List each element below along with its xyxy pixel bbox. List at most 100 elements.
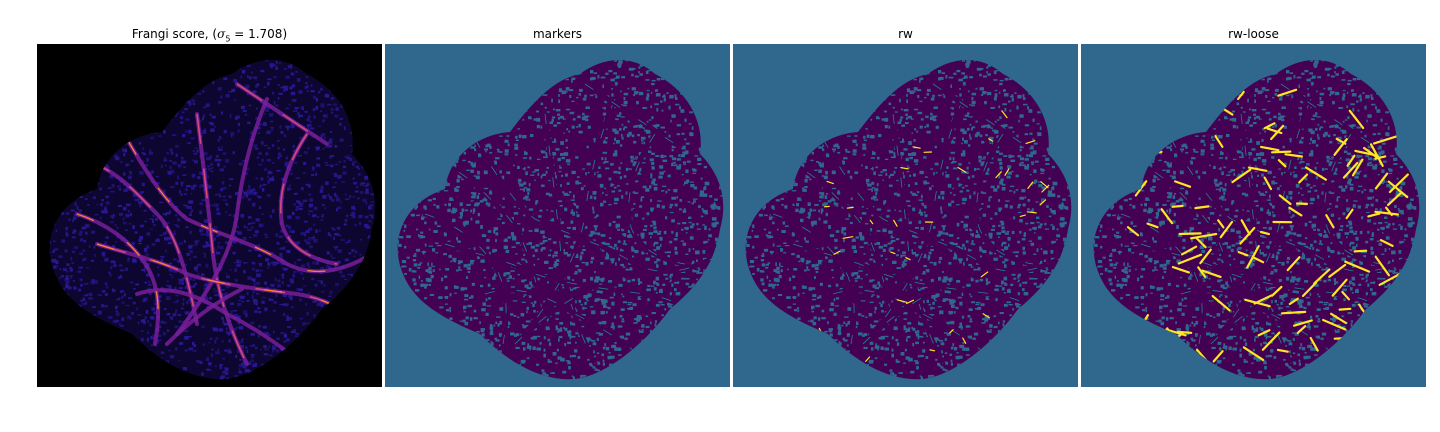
segment-mark bbox=[1257, 329, 1271, 337]
segment-mark bbox=[1178, 232, 1202, 236]
vessel-marker bbox=[584, 83, 676, 145]
vessel-marker bbox=[1240, 113, 1292, 365]
segment-mark bbox=[1271, 150, 1292, 154]
segment-mark bbox=[865, 356, 871, 362]
vessel-marker bbox=[544, 113, 596, 365]
segment-mark bbox=[1194, 205, 1210, 210]
segment-mark bbox=[957, 166, 967, 173]
segment-mark bbox=[929, 349, 936, 352]
segment-mark bbox=[980, 271, 989, 278]
segment-mark bbox=[846, 206, 854, 209]
segment-mark bbox=[1180, 245, 1198, 256]
vessel bbox=[830, 287, 996, 362]
segment-mark bbox=[1280, 310, 1307, 315]
segment-mark bbox=[1261, 331, 1281, 351]
segment-mark bbox=[1373, 135, 1398, 145]
segment-mark bbox=[1219, 220, 1234, 239]
segment-mark bbox=[869, 219, 874, 225]
segment-mark bbox=[1286, 256, 1301, 272]
vessel bbox=[75, 212, 161, 346]
segment-mark bbox=[1246, 245, 1260, 269]
segment-mark bbox=[1239, 226, 1256, 245]
segment-mark bbox=[1146, 222, 1159, 229]
segment-mark bbox=[1259, 230, 1270, 236]
segment-mark bbox=[1171, 266, 1191, 274]
segment-mark bbox=[1325, 214, 1335, 229]
segment-mark bbox=[1351, 158, 1364, 177]
segment-mark bbox=[1284, 153, 1303, 158]
segment-mark bbox=[1293, 319, 1313, 327]
segment-mark bbox=[905, 257, 911, 261]
rw-image bbox=[733, 44, 1078, 387]
segment-mark bbox=[1301, 281, 1318, 298]
segment-mark bbox=[1214, 135, 1224, 148]
vessel bbox=[135, 288, 299, 361]
segment-mark bbox=[1348, 109, 1365, 130]
sigma-symbol: σ bbox=[217, 27, 226, 41]
segment-mark bbox=[1211, 295, 1231, 312]
segment-mark bbox=[1165, 328, 1187, 337]
segment-mark bbox=[1374, 255, 1390, 277]
segment-mark bbox=[900, 166, 909, 170]
segment-mark bbox=[833, 250, 841, 255]
sigma-subscript: 5 bbox=[225, 34, 231, 44]
segment-mark bbox=[912, 146, 921, 149]
segment-mark bbox=[1253, 294, 1273, 305]
segment-mark bbox=[1387, 180, 1409, 199]
segment-mark bbox=[1271, 285, 1283, 297]
sigma-value: = 1.708) bbox=[230, 27, 288, 41]
retina-region bbox=[49, 60, 376, 380]
frangi-image-svg bbox=[37, 44, 382, 387]
panel-title-markers: markers bbox=[532, 27, 583, 41]
segment-mark bbox=[1278, 194, 1292, 206]
segment-mark bbox=[1025, 140, 1036, 145]
segment-mark bbox=[1195, 236, 1207, 249]
frangi-score-image bbox=[37, 44, 382, 387]
segment-mark bbox=[995, 171, 1002, 179]
segment-mark bbox=[1322, 318, 1347, 331]
segment-mark bbox=[1126, 226, 1140, 237]
segment-mark bbox=[988, 138, 994, 142]
segment-mark bbox=[1277, 88, 1298, 97]
vessel-marker bbox=[862, 288, 939, 345]
vessel-marker bbox=[424, 213, 507, 345]
segment-mark bbox=[1041, 184, 1050, 193]
vessel bbox=[1322, 131, 1384, 267]
vessel bbox=[626, 131, 688, 267]
segment-mark bbox=[1217, 219, 1225, 229]
segment-mark bbox=[1328, 263, 1347, 278]
segment-mark bbox=[1331, 278, 1348, 297]
segment-mark bbox=[1171, 204, 1184, 208]
segment-mark bbox=[1298, 173, 1309, 184]
vessel-marker bbox=[1280, 83, 1372, 145]
segment-mark bbox=[1263, 122, 1276, 130]
frangi-title-text: Frangi score, ( bbox=[131, 27, 218, 41]
segment-mark bbox=[890, 251, 896, 255]
vessel bbox=[482, 287, 648, 362]
segment-mark bbox=[893, 219, 898, 227]
segment-mark bbox=[1330, 312, 1347, 325]
segment-mark bbox=[1288, 297, 1299, 306]
segment-mark bbox=[1342, 161, 1359, 179]
segment-mark bbox=[1231, 168, 1252, 184]
segment-mark bbox=[1199, 248, 1212, 265]
rw-loose-image bbox=[1081, 44, 1426, 387]
segment-mark bbox=[1346, 154, 1356, 167]
segment-mark bbox=[1266, 127, 1283, 135]
segment-mark bbox=[1367, 212, 1381, 218]
segment-mark bbox=[1345, 208, 1354, 220]
segment-mark bbox=[842, 236, 854, 239]
segment-mark bbox=[1177, 253, 1203, 265]
vessel-highlight bbox=[196, 113, 248, 365]
segment-mark bbox=[1176, 330, 1193, 334]
segment-mark bbox=[1263, 176, 1273, 191]
segment-mark bbox=[826, 180, 834, 185]
vessel-marker bbox=[514, 288, 591, 345]
vessel-marker bbox=[1220, 98, 1312, 335]
vessel-marker bbox=[524, 98, 616, 335]
vessel-marker bbox=[777, 158, 894, 325]
segment-mark bbox=[1019, 214, 1026, 217]
segment-mark bbox=[1277, 159, 1287, 168]
segment-mark bbox=[1363, 146, 1378, 159]
segment-mark bbox=[1212, 350, 1224, 363]
